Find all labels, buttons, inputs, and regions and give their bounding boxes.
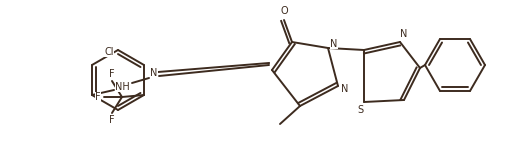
- Text: N: N: [400, 29, 408, 39]
- Text: N: N: [341, 84, 349, 94]
- Text: Cl: Cl: [104, 47, 113, 57]
- Text: F: F: [95, 92, 101, 102]
- Text: F: F: [109, 115, 115, 125]
- Text: O: O: [280, 6, 288, 16]
- Text: NH: NH: [115, 82, 129, 92]
- Text: S: S: [357, 105, 363, 115]
- Text: N: N: [150, 68, 158, 78]
- Text: N: N: [330, 39, 338, 49]
- Text: F: F: [109, 69, 115, 79]
